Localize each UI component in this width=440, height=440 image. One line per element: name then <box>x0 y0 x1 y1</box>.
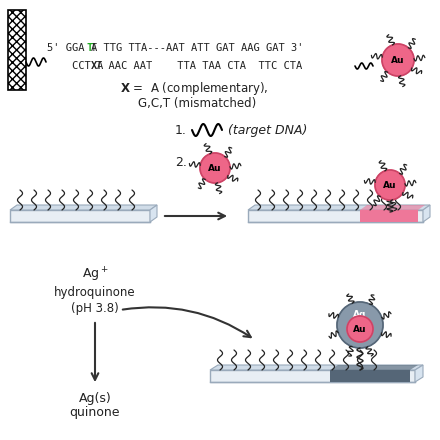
Polygon shape <box>248 205 430 210</box>
Text: 5' GGA T: 5' GGA T <box>47 43 97 53</box>
Text: 2.: 2. <box>175 155 187 169</box>
Text: Au: Au <box>391 55 405 65</box>
Text: Ag(s): Ag(s) <box>79 392 111 404</box>
Polygon shape <box>423 205 430 222</box>
Bar <box>248 210 423 222</box>
Polygon shape <box>10 205 157 210</box>
Text: Au: Au <box>208 164 222 172</box>
Text: T AAC AAT    TTA TAA CTA  TTC CTA: T AAC AAT TTA TAA CTA TTC CTA <box>96 61 302 71</box>
Text: hydroquinone: hydroquinone <box>54 286 136 298</box>
Bar <box>210 370 415 382</box>
Text: Ag$^+$: Ag$^+$ <box>82 266 108 284</box>
Text: G,C,T (mismatched): G,C,T (mismatched) <box>138 96 256 110</box>
Circle shape <box>337 302 383 348</box>
Text: $\mathbf{X}$ =  A (complementary),: $\mathbf{X}$ = A (complementary), <box>120 80 268 96</box>
Text: 1.: 1. <box>175 124 187 136</box>
Text: CCT A: CCT A <box>47 61 103 71</box>
Text: Au: Au <box>383 180 397 190</box>
Text: (target DNA): (target DNA) <box>228 124 308 136</box>
Bar <box>330 370 410 382</box>
Bar <box>10 210 150 222</box>
Circle shape <box>200 153 230 183</box>
Text: A TTG TTA---AAT ATT GAT AAG GAT 3': A TTG TTA---AAT ATT GAT AAG GAT 3' <box>91 43 304 53</box>
Polygon shape <box>210 365 423 370</box>
Text: T: T <box>86 43 92 53</box>
Text: X: X <box>91 61 97 71</box>
Circle shape <box>375 170 405 200</box>
Bar <box>360 210 418 222</box>
Circle shape <box>347 316 373 342</box>
Polygon shape <box>330 365 418 370</box>
Bar <box>8 10 26 90</box>
Text: (pH 3.8): (pH 3.8) <box>71 301 119 315</box>
Text: quinone: quinone <box>70 406 120 418</box>
Polygon shape <box>415 365 423 382</box>
Polygon shape <box>360 205 425 210</box>
Text: Ag: Ag <box>353 309 367 319</box>
Text: Au: Au <box>353 325 367 334</box>
Circle shape <box>382 44 414 76</box>
Polygon shape <box>150 205 157 222</box>
